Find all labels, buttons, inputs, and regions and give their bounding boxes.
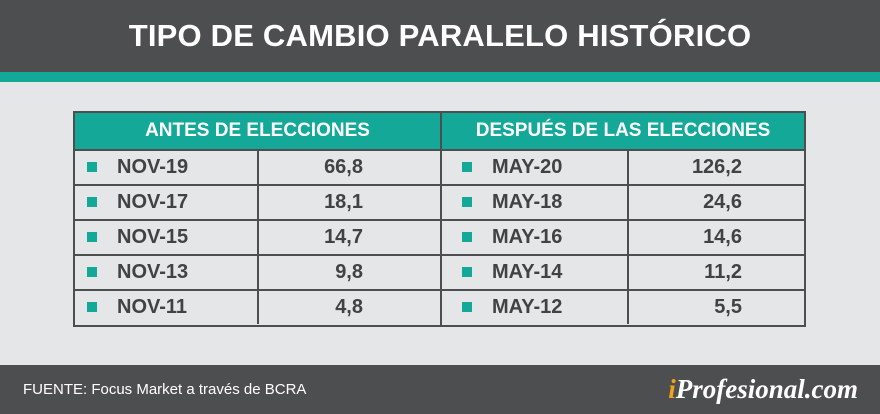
row-label: NOV-13 [117,261,189,283]
row-label: MAY-14 [492,261,563,283]
row-label: MAY-12 [492,296,563,318]
bullet-square-icon [462,302,472,312]
accent-stripe [0,72,880,82]
row-label: NOV-15 [117,226,189,248]
table-row: NOV-19 66,8 [75,149,440,184]
brand-prefix: i [668,374,676,404]
row-value: 11,2 [704,261,742,283]
header-bar: TIPO DE CAMBIO PARALELO HISTÓRICO [0,0,880,72]
row-label: NOV-11 [117,296,188,318]
cell-divider [627,221,629,254]
table-row: NOV-15 14,7 [75,219,440,254]
source-note: FUENTE: Focus Market a través de BCRA [23,381,307,398]
cell-divider [627,151,629,184]
row-label: NOV-19 [117,156,189,178]
bullet-square-icon [462,197,472,207]
row-value: 4,8 [335,296,363,318]
table-row: NOV-17 18,1 [75,184,440,219]
cell-divider [627,291,629,324]
table-row: MAY-20 126,2 [442,149,804,184]
brand-name: Profesional [675,374,805,404]
cell-divider [627,186,629,219]
row-value: 66,8 [324,156,363,178]
bullet-square-icon [87,197,97,207]
row-value: 5,5 [714,296,742,318]
cell-divider [627,256,629,289]
table-row: MAY-14 11,2 [442,254,804,289]
bullet-square-icon [87,232,97,242]
cell-divider [257,221,259,254]
cell-divider [257,151,259,184]
table-row: MAY-16 14,6 [442,219,804,254]
row-label: MAY-20 [492,156,563,178]
row-label: NOV-17 [117,191,189,213]
cell-divider [257,186,259,219]
group-after-elections: DESPUÉS DE LAS ELECCIONES MAY-20 126,2 M… [442,113,804,325]
table-row: MAY-18 24,6 [442,184,804,219]
group-divider [440,113,442,325]
cell-divider [257,291,259,324]
bullet-square-icon [87,302,97,312]
row-value: 24,6 [703,191,742,213]
bullet-square-icon [462,267,472,277]
bullet-square-icon [462,232,472,242]
footer-bar: FUENTE: Focus Market a través de BCRA iP… [0,365,880,414]
table-row: NOV-13 9,8 [75,254,440,289]
bullet-square-icon [87,162,97,172]
bullet-square-icon [87,267,97,277]
row-value: 18,1 [324,191,363,213]
exchange-rate-table: ANTES DE ELECCIONES NOV-19 66,8 NOV-17 1… [73,111,806,327]
row-value: 126,2 [691,156,742,178]
table-row: MAY-12 5,5 [442,289,804,325]
row-value: 14,6 [703,226,742,248]
brand-logo: iProfesional.com [668,365,858,414]
row-value: 9,8 [335,261,363,283]
row-label: MAY-16 [492,226,563,248]
table-row: NOV-11 4,8 [75,289,440,325]
group-before-elections: ANTES DE ELECCIONES NOV-19 66,8 NOV-17 1… [75,113,440,325]
cell-divider [257,256,259,289]
row-label: MAY-18 [492,191,563,213]
brand-suffix: .com [804,374,858,404]
group-header: ANTES DE ELECCIONES [75,113,440,149]
row-value: 14,7 [324,226,363,248]
page-title: TIPO DE CAMBIO PARALELO HISTÓRICO [128,18,752,53]
bullet-square-icon [462,162,472,172]
group-header: DESPUÉS DE LAS ELECCIONES [442,113,804,149]
